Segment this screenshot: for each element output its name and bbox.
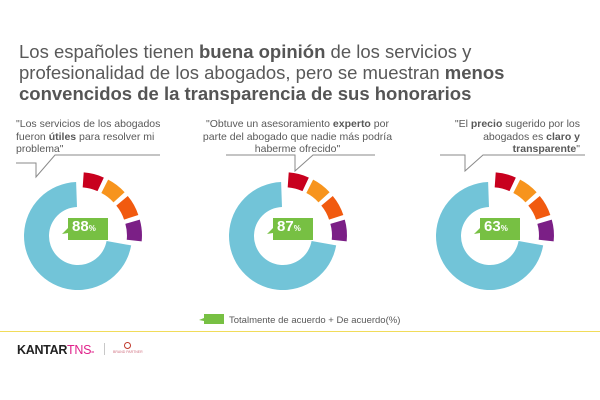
brand-accent: TNS (67, 343, 92, 357)
quote-callout-line (226, 154, 375, 173)
quote-part: claro y transparente (512, 130, 580, 156)
quote-part: por parte del abogado que nadie más podr… (202, 118, 393, 155)
value-label-price: 63% (484, 218, 508, 235)
quote-part: sugerido por los abogados es (483, 118, 580, 143)
quote-callout-line (440, 154, 585, 173)
donut-exploded-segment (321, 195, 344, 220)
partner-logo-text: BRAND PARTNER (113, 350, 143, 354)
donut-exploded-segment (287, 172, 309, 192)
donut-exploded-segment (330, 219, 347, 242)
donut-exploded-segment (101, 179, 125, 203)
brand-main: KANTAR (17, 343, 68, 357)
quote-part: experto (332, 118, 371, 130)
donut-exploded-segment (125, 219, 142, 242)
quote-clear-price: "El precio sugerido por los abogados es … (440, 118, 580, 156)
quote-part: "Los servicios de los abogados fueron (16, 118, 161, 143)
donut-main-segment (229, 182, 337, 291)
donut-exploded-segment (306, 179, 330, 203)
value-label-expert: 87% (277, 218, 301, 235)
donut-exploded-segment (494, 172, 516, 192)
value-label-box (62, 218, 108, 240)
title-part: Los españoles tienen (19, 41, 199, 62)
title-part: buena opinión (199, 41, 326, 62)
donut-main-segment (23, 182, 132, 290)
donut-exploded-segment (528, 195, 551, 220)
kantar-tns-logo: KANTARTNS⁼ (17, 343, 94, 357)
donut-exploded-segment (537, 219, 554, 242)
value-label-box (474, 218, 520, 240)
legend-label: Totalmente de acuerdo + De acuerdo(%) (229, 315, 401, 326)
title-part: menos convencidos de la transparencia de… (19, 62, 505, 104)
quote-useful-services: "Los servicios de los abogados fueron út… (16, 118, 161, 156)
donut-exploded-segment (116, 195, 139, 220)
value-label-box (267, 218, 313, 240)
donut-exploded-segment (513, 179, 537, 203)
title-part: de los servicios y profesionalidad de lo… (19, 41, 472, 83)
quote-part: "Obtuve un asesoramiento (206, 118, 333, 130)
quote-part: precio (470, 118, 503, 130)
footer-divider (0, 331, 600, 332)
partner-logo-icon (124, 342, 131, 349)
brand-mark: ⁼ (91, 351, 95, 357)
value-label-useful: 88% (72, 218, 96, 235)
donut-exploded-segment (82, 172, 104, 192)
legend-swatch (199, 314, 224, 324)
quote-part: " (576, 143, 580, 155)
quote-part: útiles (48, 130, 77, 143)
quote-part: "El (454, 118, 471, 130)
page-title: Los españoles tienen buena opinión de lo… (19, 41, 589, 104)
logo-separator (104, 343, 105, 355)
partner-logo: BRAND PARTNER (113, 342, 143, 356)
quote-expert-advice: "Obtuve un asesoramiento experto por par… (200, 118, 395, 156)
quote-part: para resolver mi problema" (16, 130, 155, 156)
donut-main-segment (436, 182, 544, 290)
quote-callout-line (16, 154, 160, 179)
